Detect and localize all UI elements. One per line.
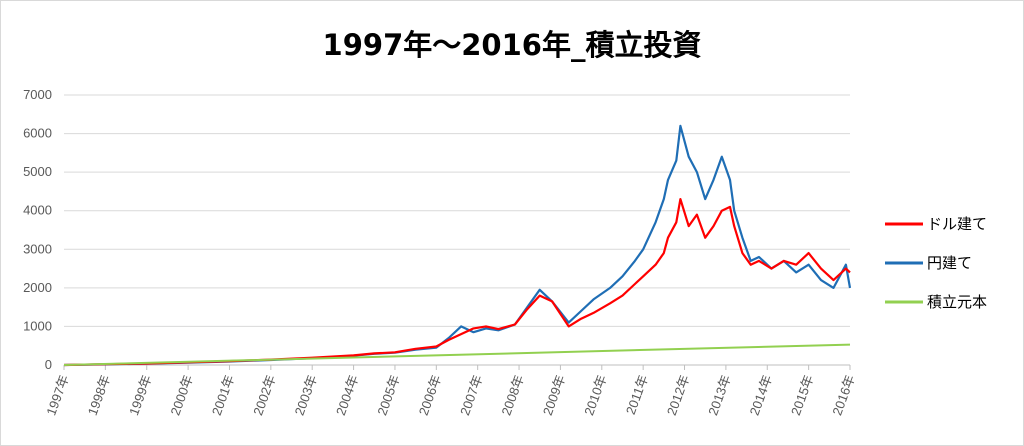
- x-tick-label: 1999年: [126, 373, 154, 418]
- x-tick-label: 2000年: [167, 373, 195, 418]
- chart-title: 1997年～2016年_積立投資: [322, 28, 702, 62]
- x-tick-label: 2002年: [250, 373, 278, 418]
- x-tick-label: 2007年: [457, 373, 485, 418]
- legend-label: 円建て: [927, 254, 972, 272]
- x-tick-label: 2003年: [292, 373, 320, 418]
- series-line-3: [63, 343, 851, 366]
- series-line-1: [63, 198, 851, 367]
- legend-label: 積立元本: [927, 293, 987, 311]
- y-tick-label: 1000: [23, 318, 52, 333]
- legend-label: ドル建て: [927, 215, 987, 233]
- y-axis-ticks: 0 1000 2000 3000 4000 5000 6000 7000: [23, 87, 52, 372]
- x-tick-label: 2011年: [623, 373, 651, 417]
- y-tick-label: 4000: [23, 203, 52, 218]
- x-tick-label: 2004年: [333, 373, 361, 418]
- x-tick-label: 2015年: [788, 373, 816, 418]
- y-tick-label: 2000: [23, 280, 52, 295]
- x-tick-label: 2005年: [374, 373, 402, 418]
- y-tick-label: 6000: [23, 126, 52, 141]
- x-tick-label: 2010年: [581, 373, 609, 418]
- y-tick-label: 5000: [23, 164, 52, 179]
- x-tick-label: 1997年: [43, 373, 71, 418]
- y-tick-label: 3000: [23, 241, 52, 256]
- y-tick-label: 0: [45, 357, 52, 372]
- x-tick-label: 2009年: [540, 373, 568, 418]
- x-tick-label: 1998年: [85, 373, 113, 418]
- x-tick-label: 2008年: [498, 373, 526, 418]
- x-tick-label: 2006年: [416, 373, 444, 418]
- x-tick-label: 2014年: [747, 373, 775, 418]
- x-axis-ticks: 1997年 1998年 1999年 2000年 2001年 2002年 2003年 2004年…: [43, 365, 858, 418]
- x-tick-label: 2013年: [705, 373, 733, 418]
- x-tick-label: 2012年: [664, 373, 692, 418]
- y-tick-label: 7000: [23, 87, 52, 102]
- series-lines: [63, 124, 852, 367]
- gridlines: [64, 94, 850, 366]
- series-line-2: [63, 124, 852, 367]
- x-tick-label: 2001年: [209, 373, 237, 418]
- x-tick-label: 2016年: [829, 373, 857, 418]
